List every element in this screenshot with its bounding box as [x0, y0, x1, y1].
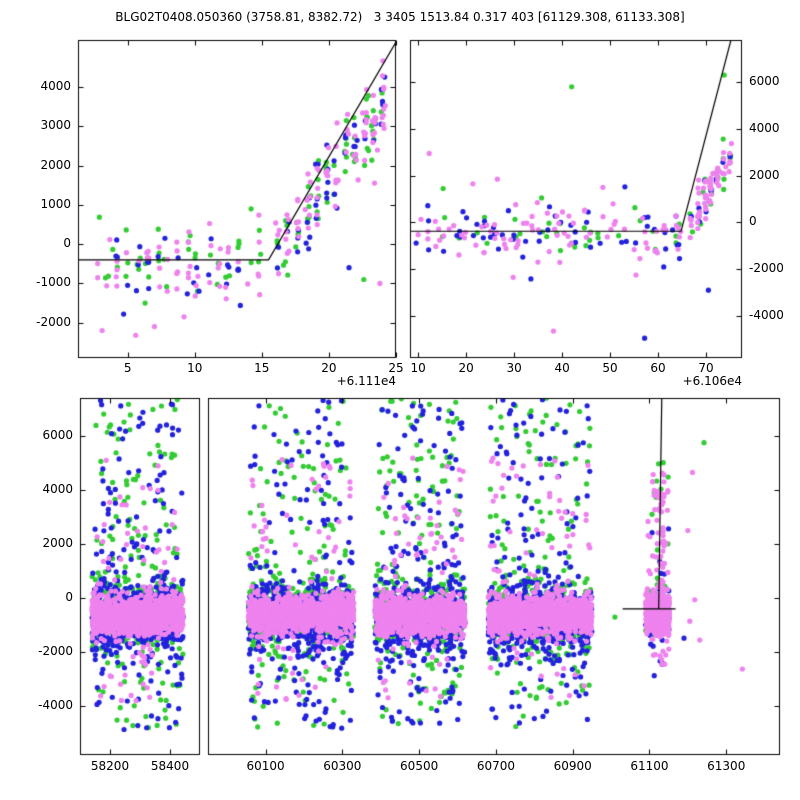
- x-tick-label: 20: [321, 361, 337, 375]
- x-tick-label: 50: [602, 361, 618, 375]
- x-tick-label: 40: [554, 361, 570, 375]
- y-tick-label: 3000: [40, 118, 71, 133]
- y-tick-label: 4000: [40, 79, 71, 94]
- figure-title: BLG02T0408.050360 (3758.81, 8382.72) 3 3…: [115, 10, 685, 24]
- y-tick-label: 1000: [40, 196, 71, 211]
- x-tick-label: 5: [123, 361, 132, 375]
- x-tick-label: 61100: [630, 759, 669, 773]
- x-tick-label: 60100: [246, 759, 285, 773]
- y-tick-label: -4000: [749, 307, 784, 322]
- y-tick-label: 0: [749, 214, 757, 229]
- y-tick-label: -4000: [38, 698, 73, 713]
- x-tick-label: 10: [187, 361, 203, 375]
- x-tick-label: 20: [458, 361, 474, 375]
- y-tick-label: 2000: [42, 536, 73, 551]
- y-tick-label: -2000: [38, 644, 73, 659]
- y-tick-label: -1000: [36, 275, 71, 290]
- y-tick-label: -2000: [36, 314, 71, 329]
- x-tick-label: 30: [506, 361, 522, 375]
- x-tick-label: 61300: [707, 759, 746, 773]
- y-tick-label: 2000: [749, 167, 780, 182]
- y-tick-label: -2000: [749, 261, 784, 276]
- x-tick-label: 10: [410, 361, 426, 375]
- x-tick-label: 25: [388, 361, 404, 375]
- y-tick-label: 0: [63, 236, 71, 251]
- y-tick-label: 4000: [42, 481, 73, 496]
- x-tick-label: 60500: [400, 759, 439, 773]
- x-tick-label: 70: [698, 361, 714, 375]
- x-tick-label: 15: [254, 361, 270, 375]
- x-tick-label: 58400: [150, 759, 190, 773]
- y-tick-label: 0: [65, 590, 73, 605]
- x-offset-label-top-right: +6.106e4: [682, 374, 742, 388]
- x-tick-label: 60700: [476, 759, 515, 773]
- x-tick-label: 60: [650, 361, 666, 375]
- y-tick-label: 2000: [40, 157, 71, 172]
- x-offset-label-top-left: +6.111e4: [336, 374, 396, 388]
- y-tick-label: 6000: [42, 427, 73, 442]
- y-tick-label: 4000: [749, 120, 780, 135]
- x-tick-label: 60900: [553, 759, 592, 773]
- y-tick-label: 6000: [749, 74, 780, 89]
- x-tick-label: 60300: [323, 759, 362, 773]
- x-tick-label: 58200: [90, 759, 130, 773]
